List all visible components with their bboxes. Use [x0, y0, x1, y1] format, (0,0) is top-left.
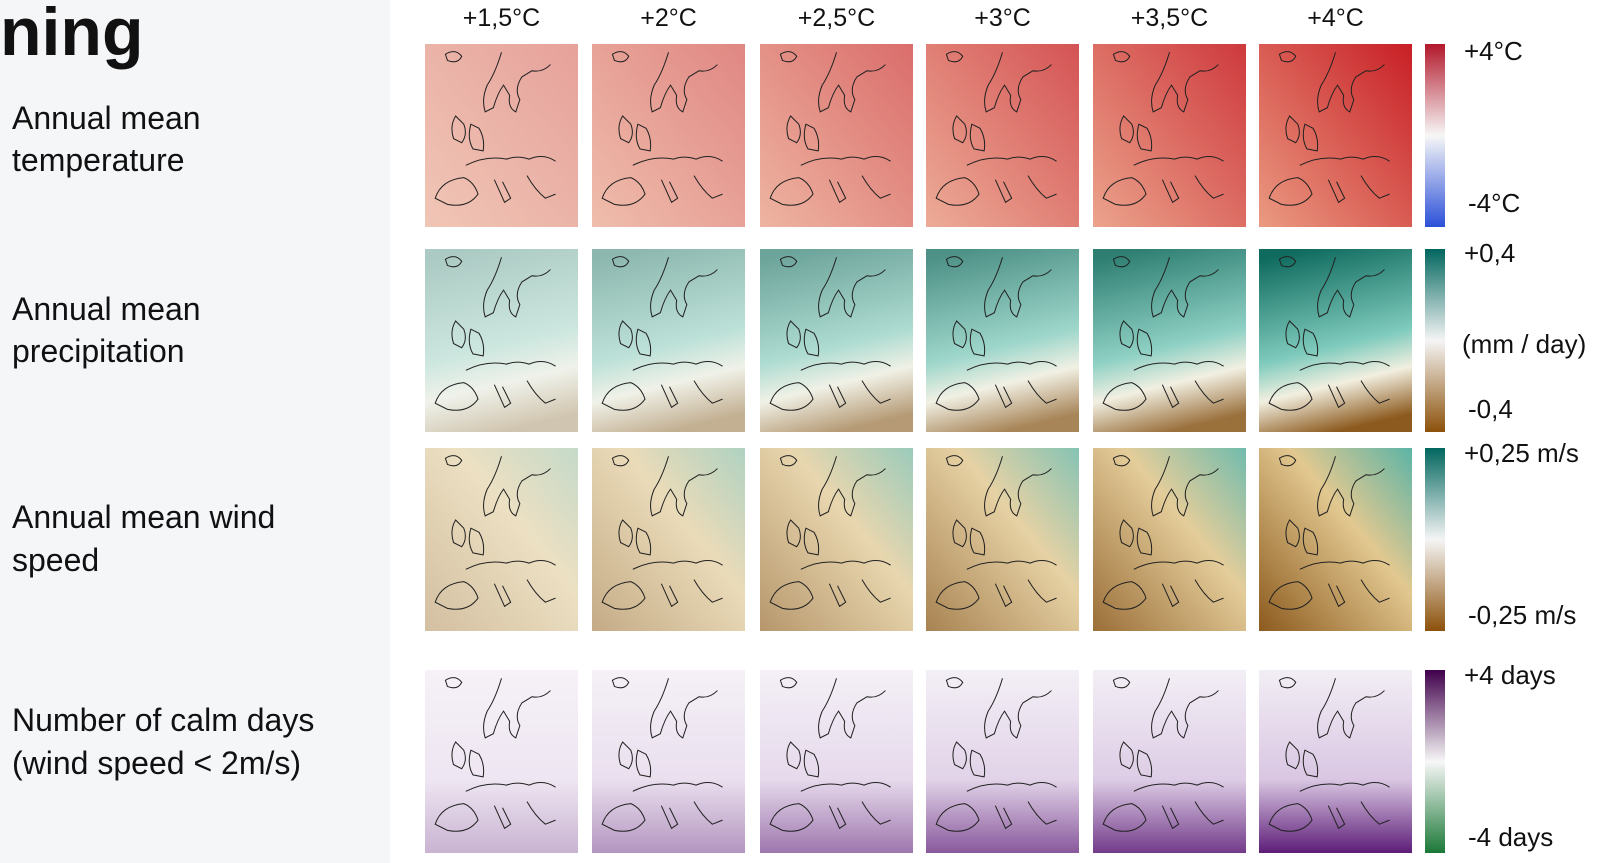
map — [425, 44, 578, 227]
colorbar-unit: (mm / day) — [1462, 329, 1586, 359]
map-anomaly — [1093, 448, 1246, 631]
map — [592, 448, 745, 631]
map — [1259, 670, 1412, 853]
colorbar-max: +4°C — [1464, 36, 1523, 66]
map — [425, 448, 578, 631]
map — [592, 249, 745, 432]
map-anomaly — [592, 448, 745, 631]
map — [592, 670, 745, 853]
map-anomaly — [926, 249, 1079, 432]
map-anomaly — [1093, 44, 1246, 227]
map — [425, 670, 578, 853]
map-anomaly — [760, 670, 913, 853]
map — [926, 44, 1079, 227]
colorbar-min: -4°C — [1468, 188, 1520, 218]
map-anomaly — [1259, 670, 1412, 853]
map-anomaly — [760, 44, 913, 227]
figure: +1,5°C +2°C +2,5°C +3°C +3,5°C +4°C Annual mea… — [12, 4, 1586, 853]
map-anomaly — [1259, 249, 1412, 432]
map — [760, 44, 913, 227]
map — [1259, 448, 1412, 631]
column-header: +3°C — [974, 4, 1031, 32]
map — [760, 249, 913, 432]
colorbar — [1425, 670, 1445, 853]
map — [1259, 249, 1412, 432]
map-anomaly — [592, 249, 745, 432]
map-anomaly — [425, 670, 578, 853]
map-anomaly — [926, 670, 1079, 853]
row-label: precipitation — [12, 333, 185, 369]
map-anomaly — [926, 448, 1079, 631]
row-label: Annual mean — [12, 291, 201, 327]
map-anomaly — [592, 670, 745, 853]
colorbar — [1425, 44, 1445, 227]
slide-title: ning — [0, 0, 144, 70]
colorbar-min: -0,4 — [1468, 394, 1513, 424]
row-label: speed — [12, 542, 99, 578]
colorbar — [1425, 448, 1445, 631]
row-label: Number of calm days — [12, 702, 314, 738]
column-header: +4°C — [1307, 4, 1364, 32]
colorbar — [1425, 249, 1445, 432]
map — [926, 448, 1079, 631]
column-header: +1,5°C — [463, 4, 540, 32]
map — [425, 249, 578, 432]
map — [1093, 249, 1246, 432]
colorbar-max: +0,4 — [1464, 238, 1515, 268]
map-anomaly — [926, 44, 1079, 227]
row-label: temperature — [12, 142, 185, 178]
column-header: +2,5°C — [798, 4, 875, 32]
map-anomaly — [1259, 44, 1412, 227]
row-label: Annual mean wind — [12, 499, 275, 535]
map-anomaly — [425, 249, 578, 432]
colorbar-min: -0,25 m/s — [1468, 600, 1576, 630]
map-anomaly — [425, 44, 578, 227]
row-label: Annual mean — [12, 100, 201, 136]
map — [592, 44, 745, 227]
map — [926, 670, 1079, 853]
map — [1093, 448, 1246, 631]
map-anomaly — [1093, 249, 1246, 432]
map — [760, 448, 913, 631]
map — [1259, 44, 1412, 227]
row-label: (wind speed < 2m/s) — [12, 745, 301, 781]
column-header: +2°C — [640, 4, 697, 32]
colorbar-min: -4 days — [1468, 822, 1553, 852]
map-anomaly — [760, 448, 913, 631]
map — [1093, 670, 1246, 853]
column-header: +3,5°C — [1131, 4, 1208, 32]
map-anomaly — [760, 249, 913, 432]
map — [760, 670, 913, 853]
map-anomaly — [1093, 670, 1246, 853]
map — [1093, 44, 1246, 227]
map-anomaly — [425, 448, 578, 631]
left-panel — [0, 0, 390, 863]
colorbar-max: +0,25 m/s — [1464, 438, 1579, 468]
map-anomaly — [1259, 448, 1412, 631]
map — [926, 249, 1079, 432]
map-anomaly — [592, 44, 745, 227]
colorbar-max: +4 days — [1464, 660, 1556, 690]
